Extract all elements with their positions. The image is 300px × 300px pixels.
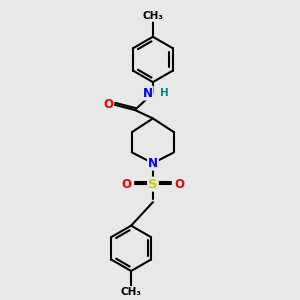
Text: N: N [148, 157, 158, 170]
Text: O: O [103, 98, 113, 111]
Text: N: N [143, 87, 153, 100]
Text: CH₃: CH₃ [142, 11, 164, 21]
Text: O: O [175, 178, 184, 190]
Text: CH₃: CH₃ [121, 287, 142, 297]
Text: O: O [121, 178, 131, 190]
Text: H: H [160, 88, 168, 98]
Text: S: S [148, 178, 158, 190]
